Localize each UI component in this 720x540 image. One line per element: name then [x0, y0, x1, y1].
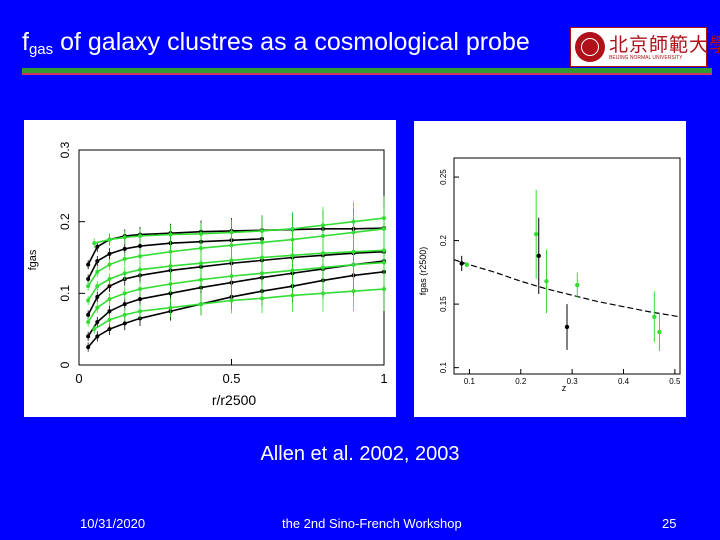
- chart1-series-line: [87, 261, 385, 323]
- chart2-frame: [453, 157, 681, 375]
- chart1-series-line: [94, 217, 385, 244]
- chart1-series-line: [87, 260, 385, 337]
- chart2-fit-curve: [453, 259, 681, 318]
- chart1-series-line: [87, 250, 385, 316]
- logo-subtitle: BEIJING NORMAL UNIVERSITY: [609, 55, 683, 61]
- chart1-series-8: [86, 240, 386, 327]
- chart2-ytick-label: 0.25: [439, 169, 448, 185]
- chart2-ytick-label: 0.2: [439, 234, 448, 246]
- chart2-point: [564, 324, 570, 330]
- title-rule-green: [22, 68, 712, 73]
- slide-number: 25: [662, 516, 677, 531]
- logo-name: 北京師範大學: [609, 34, 720, 56]
- chart2-xtick-label: 0.2: [515, 377, 527, 386]
- footer-event: the 2nd Sino-French Workshop: [282, 516, 462, 531]
- footer-date: 10/31/2020: [80, 516, 146, 531]
- chart2-point: [533, 232, 539, 237]
- chart1-point: [382, 287, 386, 292]
- chart2-ylabel: fgas (r2500): [418, 247, 428, 296]
- chart2-xtick-label: 0.3: [567, 377, 579, 386]
- chart2-point: [575, 282, 580, 288]
- chart2-point: [657, 329, 662, 335]
- chart1-xtick-label: 0: [75, 371, 82, 386]
- fgas-profile-chart: 0 0.5 1 0 0.1 0.2 0.3 r/r2500 fgas: [27, 141, 388, 408]
- chart1-series-line: [87, 238, 263, 280]
- chart2-point: [536, 253, 541, 259]
- title-rule-red: [22, 73, 712, 75]
- chart2-xlabel: z: [562, 383, 567, 393]
- title-rest: of galaxy clustres as a cosmological pro…: [53, 28, 530, 56]
- chart1-ytick-label: 0.2: [58, 213, 72, 230]
- chart1-ytick-label: 0: [58, 361, 72, 368]
- seal-icon: [575, 32, 605, 62]
- chart1-series-9: [92, 267, 386, 335]
- chart2-ytick-label: 0.15: [439, 296, 448, 312]
- chart1-xtick-label: 0.5: [222, 371, 240, 386]
- chart1-xtick-label: 1: [380, 371, 387, 386]
- university-logo: 北京師範大學 BEIJING NORMAL UNIVERSITY: [570, 27, 720, 67]
- chart1-series-line: [93, 288, 385, 330]
- left-chart-panel: 0 0.5 1 0 0.1 0.2 0.3 r/r2500 fgas: [24, 120, 396, 417]
- chart1-ytick-label: 0.1: [58, 285, 72, 302]
- title-subscript: gas: [28, 41, 54, 58]
- chart2-xtick-label: 0.5: [669, 377, 681, 386]
- figure-caption: Allen et al. 2002, 2003: [260, 443, 460, 465]
- chart2-xtick-label: 0.1: [464, 377, 476, 386]
- chart1-series-line: [87, 271, 385, 348]
- chart2-ytick-label: 0.1: [439, 362, 448, 374]
- chart2-point: [464, 262, 470, 267]
- chart1-ytick-label: 0.3: [58, 141, 72, 158]
- title-f: f: [22, 28, 29, 56]
- chart1-xlabel: r/r2500: [212, 392, 257, 408]
- chart1-series-2: [86, 229, 386, 320]
- chart1-ylabel: fgas: [27, 249, 39, 270]
- right-chart-panel: 0.1 0.2 0.3 0.4 0.5 0.1 0.15 0.2 0.25 z fgas (r2…: [414, 121, 686, 417]
- chart2-point: [544, 279, 549, 284]
- chart2-xtick-label: 0.4: [618, 377, 630, 386]
- fgas-redshift-chart: 0.1 0.2 0.3 0.4 0.5 0.1 0.15 0.2 0.25 z fgas (r2…: [418, 157, 681, 393]
- chart2-point: [459, 261, 464, 266]
- chart2-point: [652, 314, 657, 320]
- slide-title: fgas of galaxy clustres as a cosmologica…: [22, 28, 530, 58]
